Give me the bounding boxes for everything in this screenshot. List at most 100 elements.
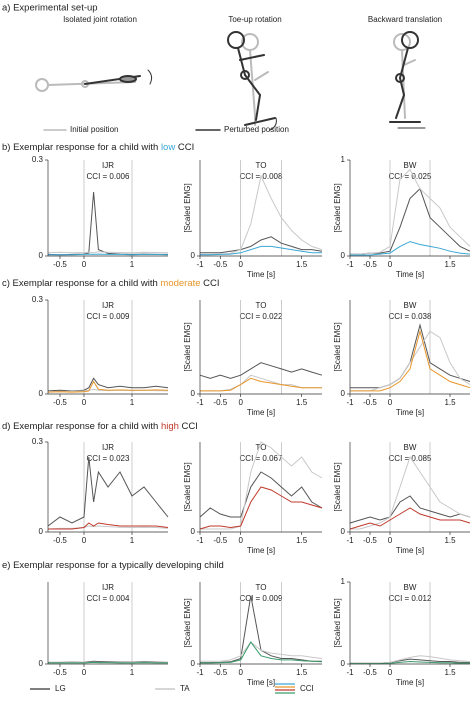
legend-label: LG <box>55 684 66 693</box>
heading-part: CCI <box>201 278 220 289</box>
y-tick-label: 0 <box>39 527 44 536</box>
y-tick-label: 0 <box>39 251 44 260</box>
x-tick-label: -1 <box>346 398 354 407</box>
chart-title: IJR <box>102 161 114 170</box>
legend-label: TA <box>180 684 190 693</box>
y-tick-label: 0.3 <box>32 437 44 446</box>
x-axis-label: Time [s] <box>396 546 424 555</box>
emg-trace <box>199 486 323 530</box>
heading-part: b) Exemplar response for a child with <box>2 142 161 153</box>
x-tick-label: -1 <box>346 536 354 545</box>
x-tick-label: 1.5 <box>296 398 308 407</box>
y-tick-label: 0 <box>341 659 346 668</box>
x-tick-label: 0 <box>238 536 243 545</box>
chart-title: TO <box>256 583 267 592</box>
y-tick-label: 0 <box>341 527 346 536</box>
emg-trace <box>200 174 323 255</box>
chart-title: TO <box>256 161 267 170</box>
x-tick-label: 1.5 <box>296 668 308 677</box>
panel-heading: a) Experimental set-up <box>2 3 98 14</box>
panel-heading: c) Exemplar response for a child with mo… <box>2 278 220 289</box>
x-tick-label: -1 <box>196 536 204 545</box>
y-tick-label: 0.3 <box>32 155 44 164</box>
x-tick-label: 1 <box>130 536 135 545</box>
x-tick-label: -0.5 <box>363 536 377 545</box>
emg-trace <box>350 455 471 530</box>
emg-trace <box>200 377 322 392</box>
emg-trace <box>350 187 471 255</box>
x-tick-label: 1.5 <box>444 668 456 677</box>
x-tick-label: 1 <box>130 668 135 677</box>
x-tick-label: -1 <box>346 668 354 677</box>
x-tick-label: 0 <box>238 398 243 407</box>
x-tick-label: 1 <box>130 398 135 407</box>
chart-subtitle: CCI = 0.085 <box>389 454 432 463</box>
emg-trace <box>47 456 169 527</box>
chart-subtitle: CCI = 0.038 <box>389 312 432 321</box>
chart-title: BW <box>404 161 417 170</box>
chart-subtitle: CCI = 0.025 <box>389 172 432 181</box>
x-tick-label: -0.5 <box>53 536 67 545</box>
x-tick-label: 1.5 <box>444 536 456 545</box>
chart-title: BW <box>404 443 417 452</box>
emg-trace <box>350 329 471 392</box>
legend-label: Perturbed position <box>224 125 289 134</box>
x-tick-label: -0.5 <box>53 398 67 407</box>
x-tick-label: 0 <box>388 668 393 677</box>
x-tick-label: -1 <box>196 668 204 677</box>
legend-label: Initial position <box>70 125 118 134</box>
x-tick-label: -0.5 <box>213 398 227 407</box>
x-axis-label: Time [s] <box>247 408 275 417</box>
heading-part: d) Exemplar response for a child with <box>2 421 161 432</box>
heading-part: c) Exemplar response for a child with <box>2 278 160 289</box>
panel-heading: d) Exemplar response for a child with hi… <box>2 421 198 432</box>
chart-title: BW <box>404 583 417 592</box>
x-tick-label: 0 <box>388 260 393 269</box>
emg-trace <box>47 380 169 393</box>
emg-trace <box>350 660 470 665</box>
x-tick-label: 0 <box>238 668 243 677</box>
initial-figures <box>35 33 416 126</box>
x-tick-label: 1.5 <box>444 398 456 407</box>
emg-trace <box>200 441 323 530</box>
emg-trace <box>47 191 168 256</box>
chart-subtitle: CCI = 0.004 <box>87 594 130 603</box>
panel-heading: b) Exemplar response for a child with lo… <box>2 142 194 153</box>
emg-trace <box>47 377 169 392</box>
x-tick-label: -0.5 <box>213 668 227 677</box>
setup-diagram: a) Experimental set-up Isolated joint ro… <box>2 3 442 135</box>
x-tick-label: 0 <box>238 260 243 269</box>
emg-trace <box>48 522 169 530</box>
emg-trace <box>200 374 322 392</box>
y-axis-label: [Scaled EMG] <box>333 322 342 371</box>
x-axis-label: Time [s] <box>396 678 424 687</box>
y-tick-label: 0 <box>341 389 346 398</box>
chart-title: IJR <box>102 443 114 452</box>
y-axis-label: [Scaled EMG] <box>333 183 342 232</box>
x-tick-label: 0 <box>82 536 87 545</box>
y-axis-label: [Scaled EMG] <box>333 462 342 511</box>
y-tick-label: 0 <box>191 527 196 536</box>
x-axis-label: Time [s] <box>396 408 424 417</box>
legend-label: CCI <box>300 684 314 693</box>
emg-trace <box>350 323 471 389</box>
chart-subtitle: CCI = 0.067 <box>240 454 283 463</box>
chart-subtitle: CCI = 0.023 <box>87 454 130 463</box>
y-axis-label: [Scaled EMG] <box>183 183 192 232</box>
x-tick-label: -0.5 <box>53 260 67 269</box>
y-tick-label: 1 <box>341 577 346 586</box>
x-axis-label: Time [s] <box>247 546 275 555</box>
chart-subtitle: CCI = 0.009 <box>87 312 130 321</box>
x-tick-label: -1 <box>196 398 204 407</box>
y-tick-label: 0 <box>191 389 196 398</box>
heading-part: high <box>161 421 179 432</box>
y-axis-label: [Scaled EMG] <box>183 462 192 511</box>
emg-trace <box>199 362 323 379</box>
heading-part: low <box>161 142 175 153</box>
heading-part: e) Exemplar response for a typically dev… <box>2 560 224 571</box>
x-tick-label: 1 <box>130 260 135 269</box>
x-tick-label: -0.5 <box>363 260 377 269</box>
y-tick-label: 0 <box>39 389 44 398</box>
x-tick-label: 0 <box>82 260 87 269</box>
